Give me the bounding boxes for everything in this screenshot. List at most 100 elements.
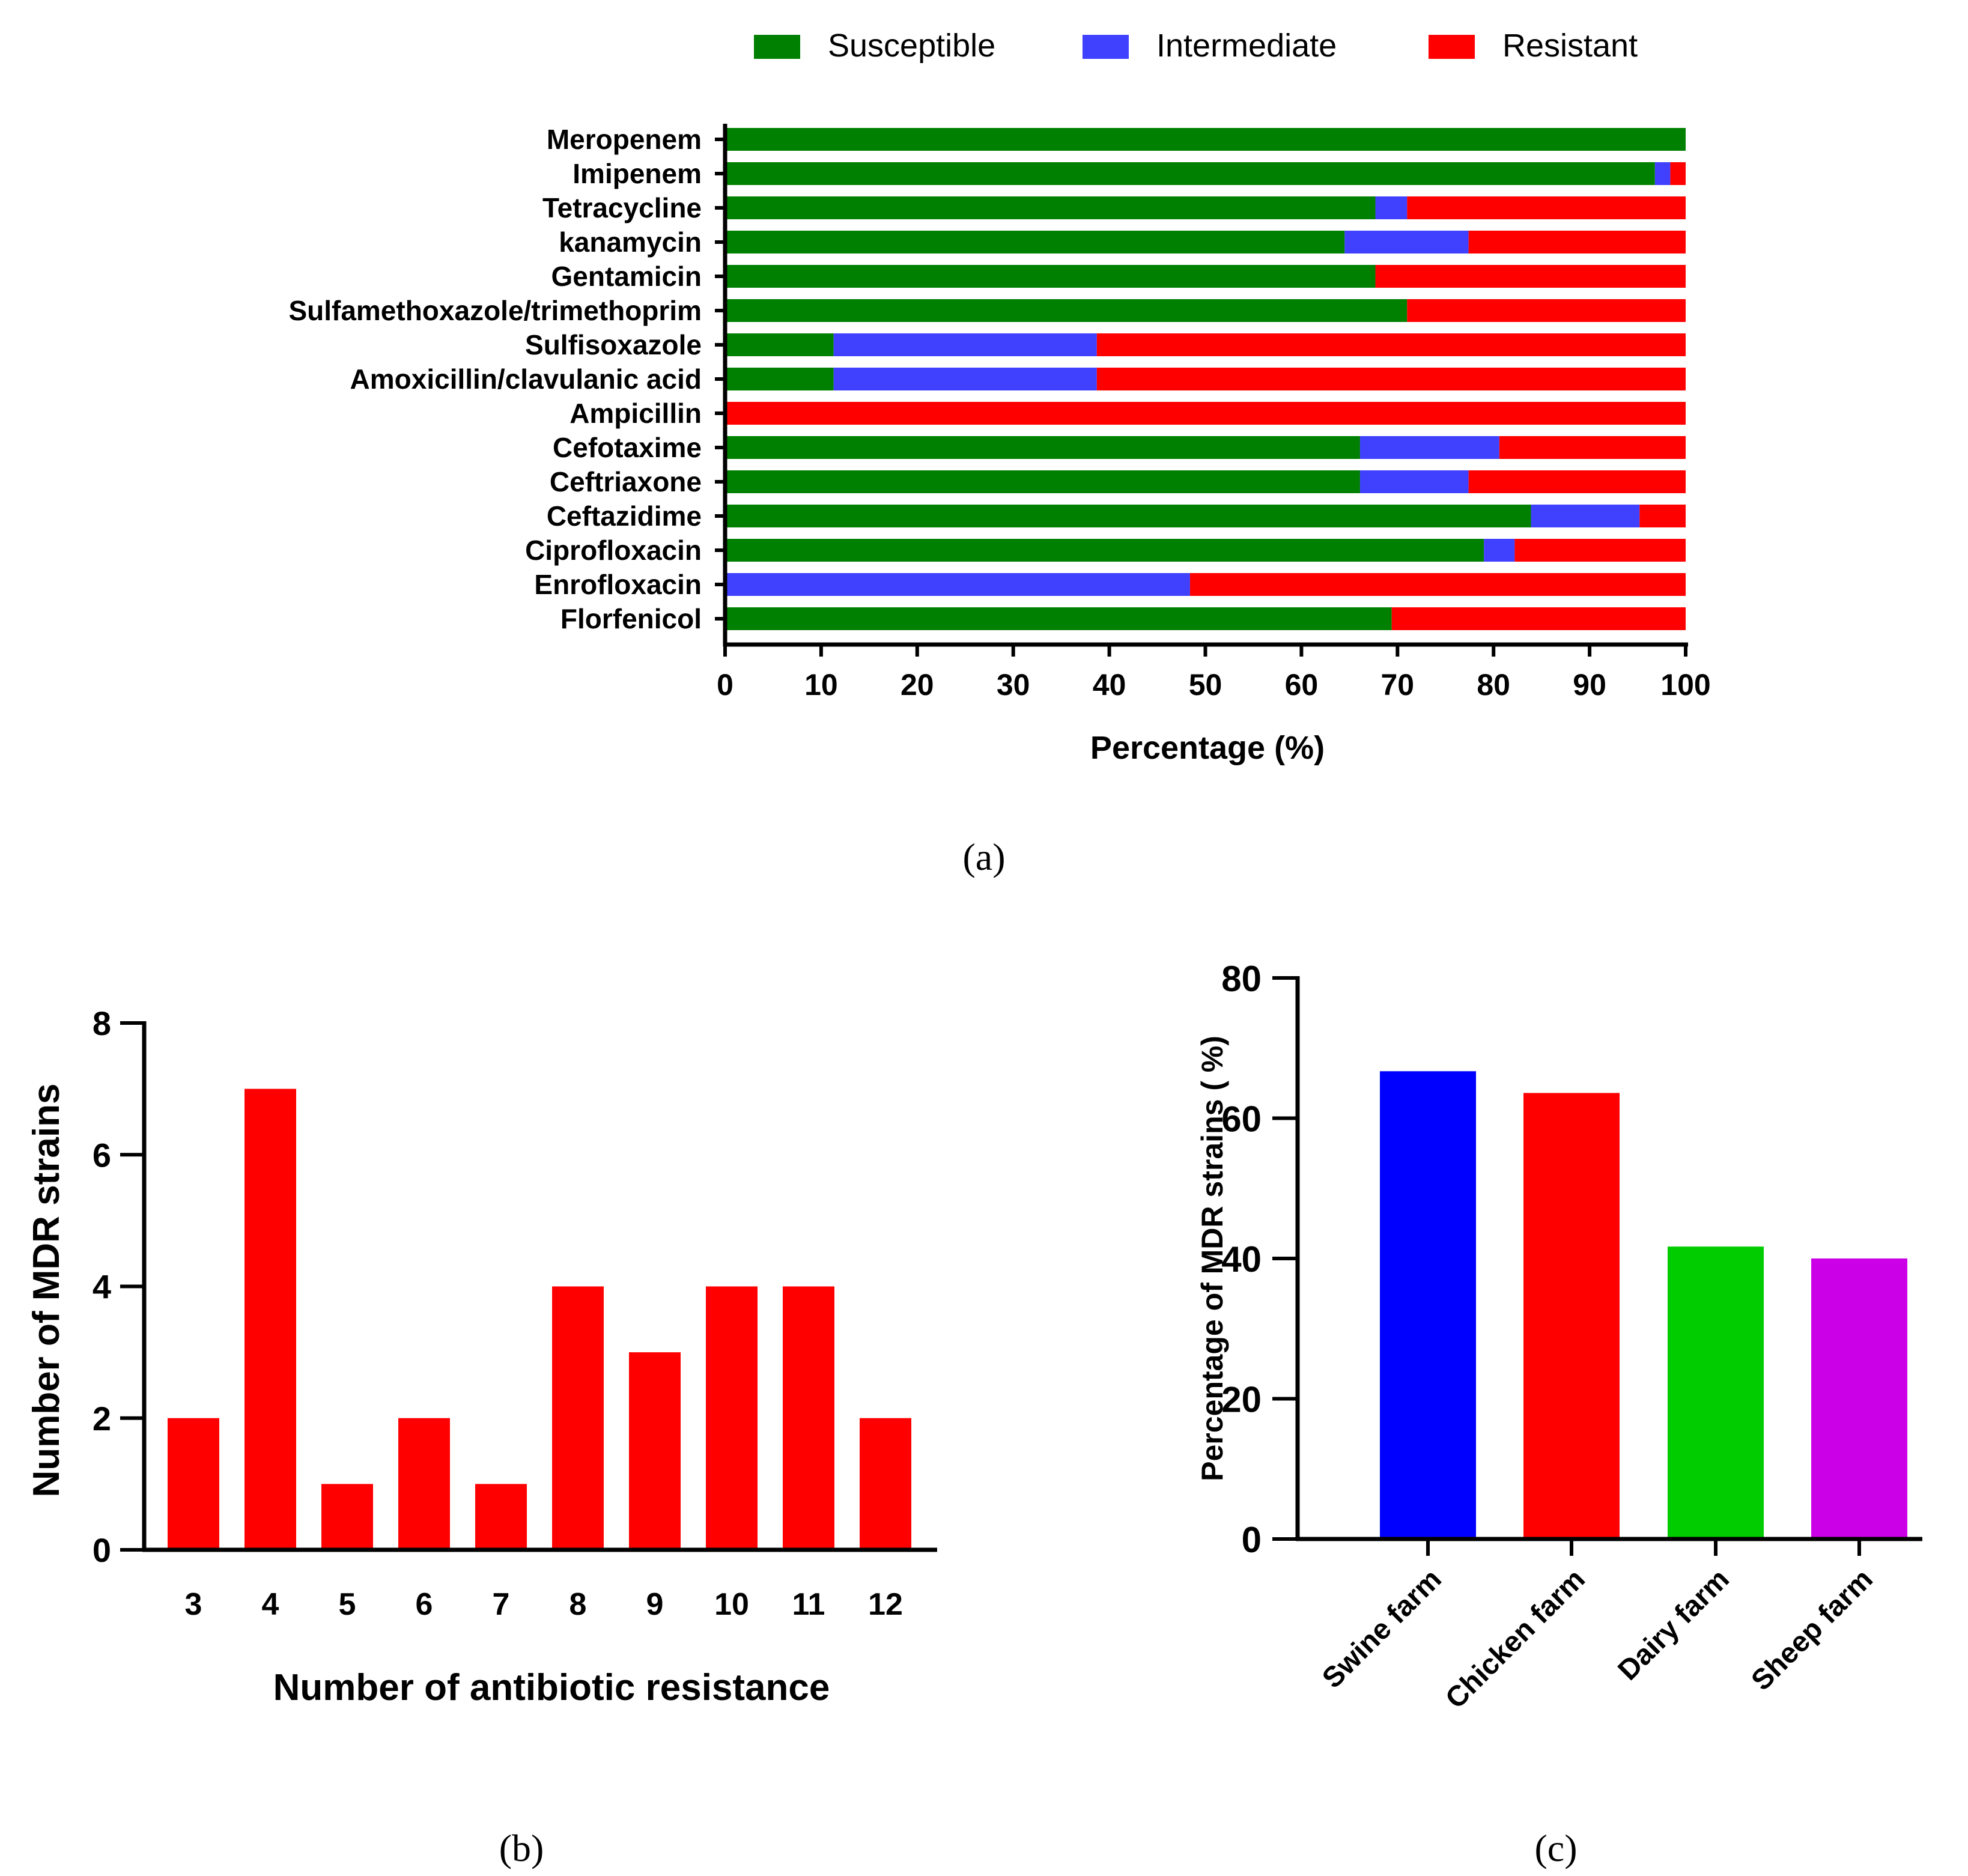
x-tick-label: 20 <box>900 668 934 702</box>
bar-intermediate <box>1344 231 1469 253</box>
bar <box>168 1418 219 1550</box>
y-tick-label: 2 <box>93 1400 111 1437</box>
category-label: Tetracycline <box>542 192 702 223</box>
bar-susceptible <box>725 368 834 390</box>
x-tick-label: 11 <box>792 1587 825 1622</box>
bar-intermediate <box>725 573 1190 596</box>
category-label: Cefotaxime <box>553 432 702 463</box>
bar-resistant <box>1096 368 1686 390</box>
bar-susceptible <box>725 470 1360 493</box>
bar <box>321 1484 373 1550</box>
bar <box>552 1286 604 1550</box>
y-axis-label: Number of MDR strains <box>26 1084 67 1498</box>
bar <box>1523 1093 1620 1539</box>
category-label: Ampicillin <box>569 398 702 429</box>
y-tick-label: 40 <box>1221 1239 1262 1280</box>
bar-intermediate <box>1654 162 1671 185</box>
x-tick-label: 60 <box>1285 668 1319 702</box>
x-tick-label: 50 <box>1189 668 1222 702</box>
legend-swatch-intermediate <box>1083 35 1129 59</box>
x-tick-label: 70 <box>1380 668 1414 702</box>
y-tick-label: 4 <box>93 1268 111 1306</box>
bar-susceptible <box>725 505 1531 527</box>
x-axis-label: Number of antibiotic resistance <box>273 1667 830 1708</box>
y-tick-label: 0 <box>93 1531 111 1569</box>
bar-resistant <box>725 402 1686 425</box>
bar-resistant <box>1407 196 1686 219</box>
x-tick-label: 3 <box>185 1587 202 1622</box>
bar <box>783 1286 834 1550</box>
bar-susceptible <box>725 128 1686 151</box>
y-tick-label: 20 <box>1221 1380 1262 1420</box>
bar-susceptible <box>725 162 1655 185</box>
x-tick-label: Dairy farm <box>1612 1563 1735 1686</box>
category-label: Gentamicin <box>551 261 702 292</box>
bar-resistant <box>1468 231 1686 253</box>
bar <box>398 1418 450 1550</box>
bar-susceptible <box>725 231 1345 253</box>
y-tick-label: 0 <box>1242 1520 1262 1560</box>
category-label: Ciprofloxacin <box>525 535 702 566</box>
x-tick-label: 7 <box>493 1587 510 1622</box>
x-tick-label: Swine farm <box>1316 1563 1448 1695</box>
category-label: kanamycin <box>559 226 702 258</box>
y-tick-label: 60 <box>1221 1099 1262 1140</box>
bar-resistant <box>1407 299 1686 322</box>
legend-label-resistant: Resistant <box>1502 28 1638 64</box>
category-label: Amoxicillin/clavulanic acid <box>350 363 702 395</box>
bar-susceptible <box>725 436 1360 459</box>
bar-intermediate <box>1531 505 1640 527</box>
bar <box>1380 1071 1476 1539</box>
bar-resistant <box>1639 505 1686 527</box>
bar-intermediate <box>1375 196 1408 219</box>
x-tick-label: 90 <box>1573 668 1606 702</box>
bar-susceptible <box>725 539 1484 562</box>
bar-intermediate <box>1359 436 1499 459</box>
bar <box>475 1484 527 1550</box>
panel-c-label: (c) <box>1534 1827 1577 1869</box>
x-tick-label: Chicken farm <box>1439 1563 1591 1715</box>
bar-resistant <box>1514 539 1686 562</box>
x-tick-label: 8 <box>569 1587 587 1622</box>
bar <box>244 1088 296 1550</box>
x-tick-label: 100 <box>1660 668 1710 702</box>
bar-resistant <box>1096 333 1686 356</box>
x-tick-label: 6 <box>416 1587 433 1622</box>
bar <box>629 1352 681 1550</box>
category-label: Ceftazidime <box>547 500 702 532</box>
bar <box>706 1286 758 1550</box>
bar-intermediate <box>833 333 1097 356</box>
panel-a-chart: Susceptible Intermediate Resistant Meropene… <box>288 28 1710 766</box>
x-tick-label: 0 <box>717 668 733 702</box>
panel-b-label: (b) <box>499 1827 544 1869</box>
category-label: Florfenicol <box>560 603 702 634</box>
x-tick-label: 30 <box>997 668 1030 702</box>
bar-susceptible <box>725 265 1376 288</box>
x-tick-label: 80 <box>1477 668 1510 702</box>
x-tick-label: 10 <box>804 668 838 702</box>
bar-resistant <box>1391 607 1686 630</box>
bar <box>1668 1246 1764 1539</box>
legend-swatch-susceptible <box>754 35 800 59</box>
legend-label-susceptible: Susceptible <box>828 28 995 64</box>
x-tick-label: 12 <box>868 1587 903 1622</box>
bar-susceptible <box>725 333 834 356</box>
bar <box>860 1418 911 1550</box>
y-tick-label: 6 <box>93 1136 111 1174</box>
bar-intermediate <box>1484 539 1515 562</box>
x-tick-label: 5 <box>339 1587 356 1622</box>
x-tick-label: 40 <box>1093 668 1126 702</box>
y-axis-label: Percentage of MDR strains ( %) <box>1195 1036 1229 1481</box>
bar-resistant <box>1468 470 1686 493</box>
bar-resistant <box>1670 162 1686 185</box>
bar-intermediate <box>833 368 1097 390</box>
x-tick-label: Sheep farm <box>1745 1563 1878 1696</box>
category-label: Meropenem <box>547 124 702 155</box>
category-label: Sulfisoxazole <box>525 329 702 360</box>
y-tick-label: 80 <box>1221 959 1262 999</box>
panel-a-label: (a) <box>962 836 1005 878</box>
category-label: Imipenem <box>572 158 702 189</box>
bar-resistant <box>1375 265 1686 288</box>
